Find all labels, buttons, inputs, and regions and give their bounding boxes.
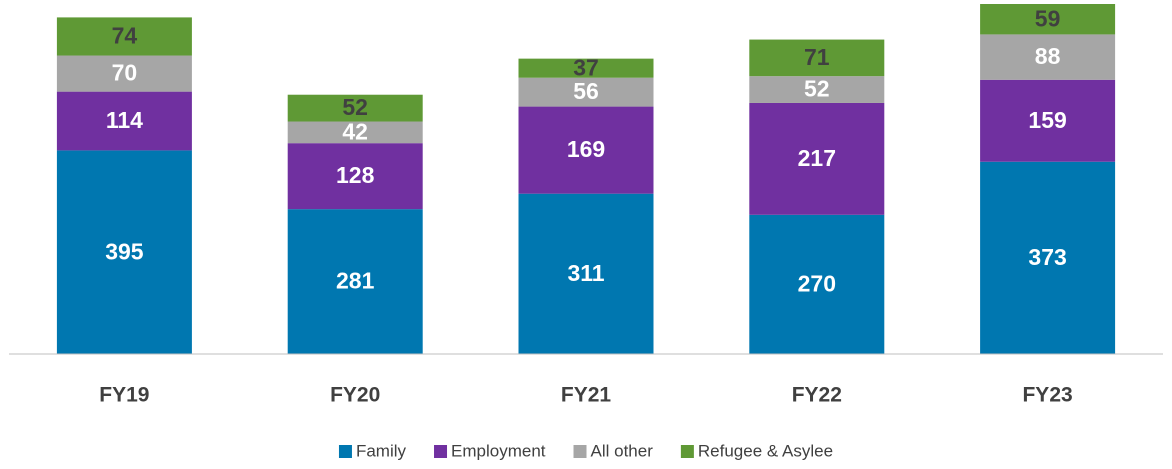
bar-segment	[287, 121, 423, 144]
value-label: 159	[1028, 107, 1066, 133]
legend-swatch	[573, 445, 587, 458]
bar-segment	[56, 17, 192, 56]
value-label: 42	[342, 118, 368, 144]
bar-segment	[518, 106, 654, 194]
bar-segment	[518, 77, 654, 107]
bar-segment	[56, 150, 192, 354]
bar-segment	[749, 102, 885, 215]
value-label: 74	[112, 23, 138, 49]
legend-label: Refugee & Asylee	[698, 441, 833, 460]
x-tick-label: FY19	[99, 384, 149, 407]
value-label: 70	[112, 60, 138, 86]
legend-swatch	[680, 445, 694, 458]
value-label: 71	[804, 44, 830, 70]
x-tick-label: FY21	[561, 384, 612, 407]
bar-segment	[980, 79, 1116, 162]
bar-segment	[518, 58, 654, 78]
value-label: 217	[798, 145, 836, 171]
legend-swatch	[434, 445, 448, 458]
value-label: 395	[105, 238, 144, 264]
value-label: 373	[1028, 244, 1066, 270]
value-label: 169	[567, 136, 605, 162]
x-tick-label: FY23	[1022, 384, 1072, 407]
value-label: 52	[804, 76, 830, 102]
bar-segment	[56, 55, 192, 92]
legend-label: All other	[591, 441, 654, 460]
bar-segment	[980, 161, 1116, 354]
value-label: 59	[1035, 5, 1061, 31]
legend-swatch	[338, 445, 352, 458]
x-tick-label: FY20	[330, 384, 380, 407]
value-label: 56	[573, 78, 599, 104]
value-label: 52	[342, 94, 368, 120]
legend-label: Family	[356, 441, 407, 460]
legend-label: Employment	[451, 441, 546, 460]
bar-segment	[518, 193, 654, 354]
value-label: 270	[798, 270, 836, 296]
bar-segment	[287, 94, 423, 122]
x-tick-label: FY22	[792, 384, 842, 407]
bar-segment	[56, 91, 192, 151]
bar-segment	[287, 143, 423, 210]
bar-segment	[749, 214, 885, 354]
value-label: 114	[106, 107, 143, 133]
value-label: 311	[567, 260, 604, 286]
value-label: 37	[573, 54, 599, 80]
value-label: 88	[1035, 43, 1061, 69]
bar-segment	[749, 76, 885, 103]
value-label: 281	[336, 268, 375, 294]
bar-segment	[287, 209, 423, 354]
bar-segment	[980, 34, 1116, 80]
bar-segment	[749, 39, 885, 77]
value-label: 128	[336, 162, 375, 188]
bar-segment	[980, 4, 1116, 35]
